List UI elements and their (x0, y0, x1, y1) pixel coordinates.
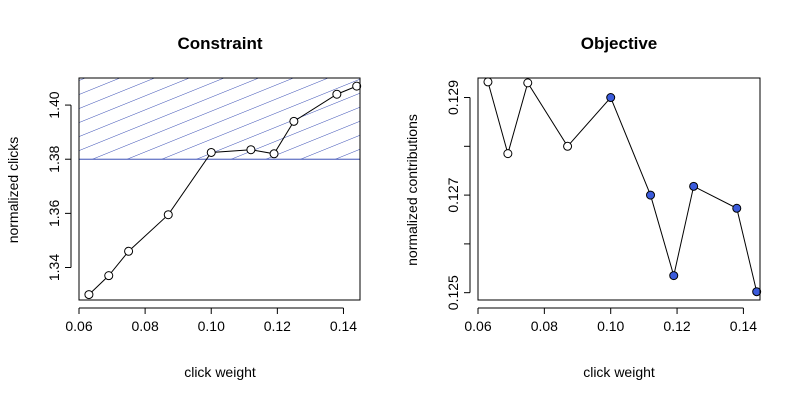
objective-xlabel: click weight (583, 364, 655, 380)
objective-data-point (483, 77, 493, 87)
objective-data-point (669, 271, 679, 281)
objective-title: Objective (581, 34, 658, 53)
constraint-data-point (246, 145, 256, 155)
constraint-marks-layer (84, 81, 362, 300)
constraint-data-point (163, 210, 173, 220)
constraint-xlabel: click weight (184, 364, 256, 380)
objective-y-tick-label: 0.125 (445, 275, 461, 310)
constraint-data-point (104, 271, 114, 281)
constraint-panel: Constraint click weight normalized click… (5, 34, 362, 380)
constraint-data-point (206, 147, 216, 157)
constraint-shaded-region (78, 77, 361, 160)
constraint-title: Constraint (178, 34, 263, 53)
objective-data-point (606, 93, 616, 103)
objective-data-point (523, 78, 533, 88)
constraint-feasible-region-layer (78, 77, 361, 160)
objective-data-point (752, 287, 762, 297)
objective-x-tick-label: 0.10 (597, 318, 624, 334)
objective-data-point (689, 181, 699, 191)
objective-x-tick-label: 0.12 (663, 318, 690, 334)
constraint-ylabel: normalized clicks (5, 137, 21, 244)
constraint-data-point (352, 81, 362, 91)
constraint-x-tick-label: 0.14 (330, 318, 357, 334)
objective-data-point (732, 203, 742, 213)
objective-x-tick-label: 0.14 (730, 318, 757, 334)
objective-series-line (487, 81, 758, 292)
objective-axes-layer: 0.06 0.08 0.10 0.12 0.14 0.125 0.127 0.129 (445, 77, 761, 334)
constraint-data-point (84, 290, 94, 300)
objective-ylabel: normalized contributions (404, 114, 420, 266)
constraint-data-point (332, 89, 342, 99)
objective-plot-frame (477, 77, 761, 301)
objective-marks-layer (483, 77, 762, 297)
constraint-y-tick-label: 1.38 (46, 145, 62, 172)
objective-x-tick-label: 0.08 (531, 318, 558, 334)
objective-y-tick-label: 0.127 (445, 177, 461, 212)
constraint-x-tick-label: 0.08 (131, 318, 158, 334)
constraint-y-tick-label: 1.40 (46, 91, 62, 118)
constraint-data-point (124, 246, 134, 256)
objective-data-point (646, 190, 656, 200)
objective-x-tick-label: 0.06 (464, 318, 491, 334)
constraint-x-tick-label: 0.12 (264, 318, 291, 334)
objective-data-point (503, 149, 513, 159)
objective-y-tick-label: 0.129 (445, 80, 461, 115)
constraint-data-point (289, 116, 299, 126)
constraint-plot-frame (78, 77, 361, 301)
constraint-x-tick-label: 0.06 (65, 318, 92, 334)
constraint-data-point (269, 149, 279, 159)
constraint-x-tick-label: 0.10 (198, 318, 225, 334)
constraint-axes-layer: 0.06 0.08 0.10 0.12 0.14 1.34 1.36 1.38 1.40 (46, 77, 361, 334)
constraint-y-tick-label: 1.34 (46, 254, 62, 281)
constraint-series-line (88, 85, 357, 295)
objective-data-point (563, 141, 573, 151)
objective-panel: Objective click weight normalized contri… (404, 34, 762, 380)
constraint-y-tick-label: 1.36 (46, 200, 62, 227)
